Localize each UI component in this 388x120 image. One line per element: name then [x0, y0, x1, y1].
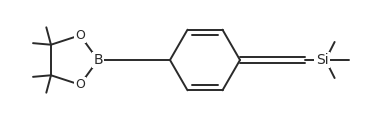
Text: B: B [93, 53, 103, 67]
Text: O: O [75, 78, 85, 91]
Text: Si: Si [316, 53, 328, 67]
Text: O: O [75, 29, 85, 42]
